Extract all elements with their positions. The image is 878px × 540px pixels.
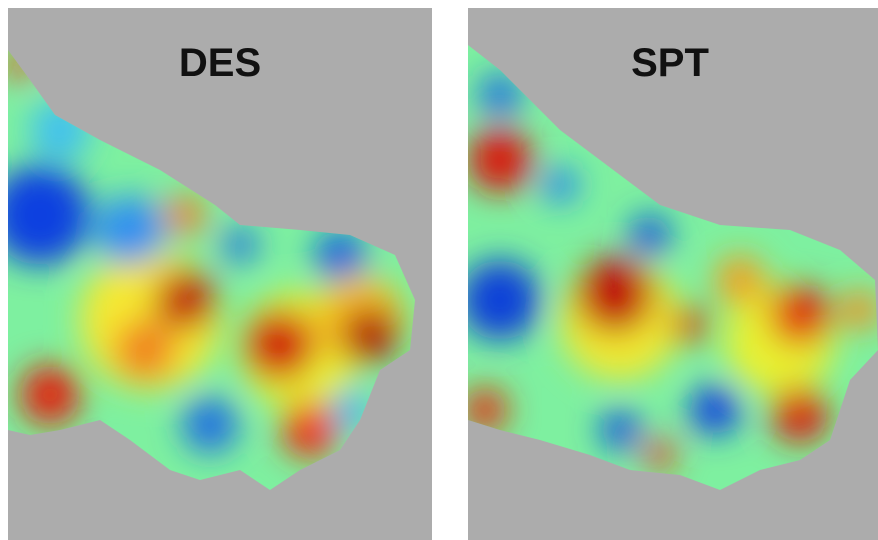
figure: DES SPT — [0, 0, 878, 540]
panel-title: DES — [179, 41, 261, 85]
panel-title: SPT — [631, 41, 709, 85]
